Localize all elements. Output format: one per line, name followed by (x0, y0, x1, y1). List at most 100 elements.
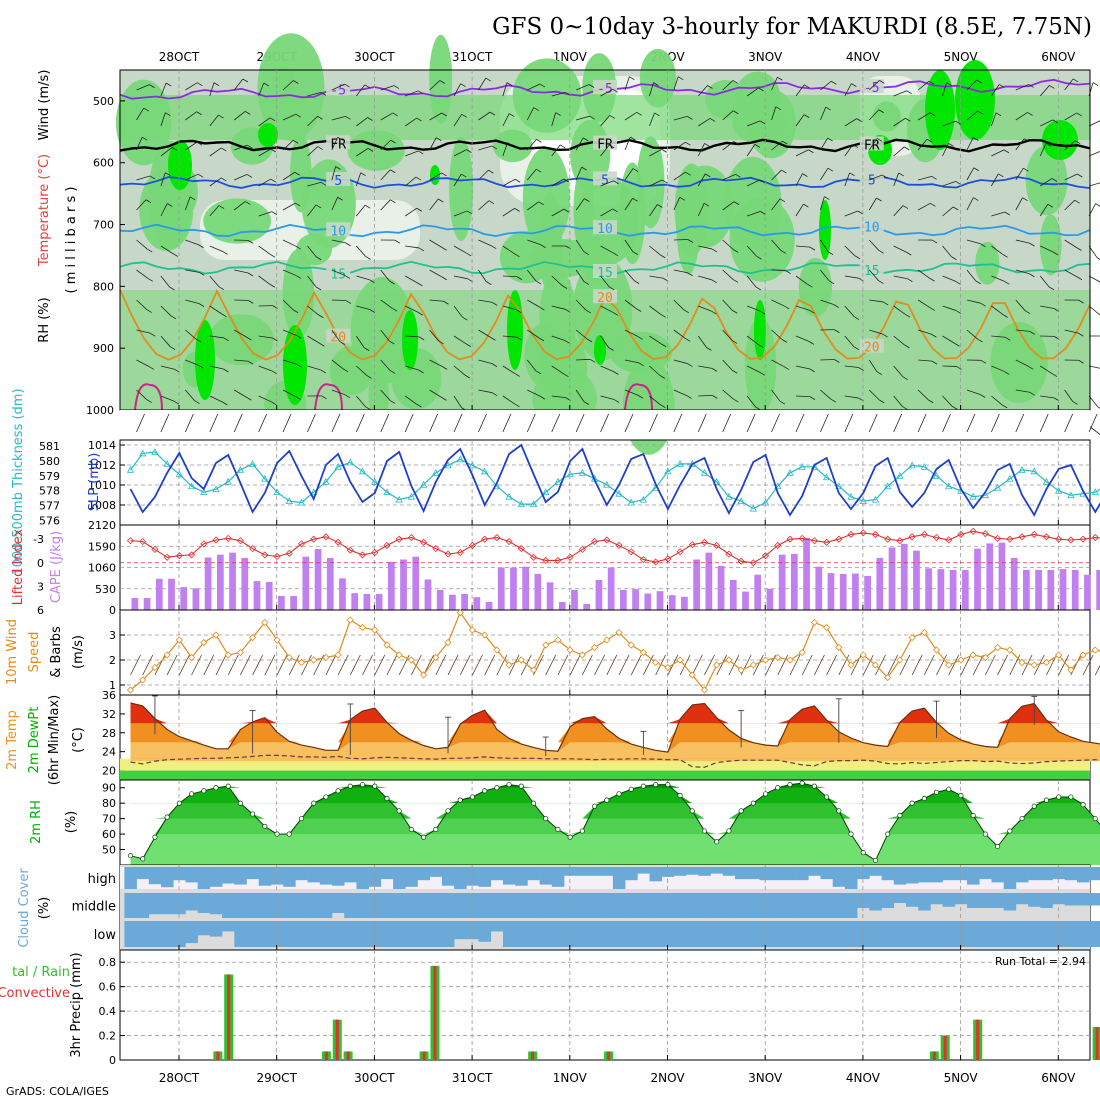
rh-moist-region (271, 66, 296, 99)
rh2m-tick-label: 80 (102, 797, 116, 810)
wind-barb-flag (1023, 167, 1029, 172)
cloud-low-bar (832, 921, 846, 947)
wind-barb (551, 91, 566, 97)
wind-barb-flag (148, 366, 155, 370)
wind-speed-point (297, 658, 306, 667)
cape-bar (925, 568, 933, 610)
cloud-low-bar (918, 921, 931, 947)
wind-barb (844, 118, 857, 127)
thickness-point (615, 489, 623, 497)
cloud-low-bar (441, 921, 455, 947)
thickness-point (859, 497, 867, 505)
cape-bar (705, 552, 713, 610)
wind-barb (355, 172, 362, 187)
wind-speed-point (676, 656, 684, 664)
cloud-middle-bar (612, 893, 626, 918)
cloud-low-bar (502, 921, 516, 947)
wind-barb (966, 137, 974, 151)
wind-barb-flag (613, 180, 619, 185)
cape-bar (1084, 574, 1091, 610)
cloud-middle-bar (698, 893, 711, 918)
thickness-point (871, 495, 880, 503)
wind-barb (136, 239, 148, 250)
wind-barb-flag (1003, 149, 1010, 154)
cloud-low-bar (857, 921, 870, 947)
cloud-middle-bar (918, 893, 931, 911)
wind-barb-flag (539, 395, 546, 400)
wind-barb (746, 305, 761, 312)
thickness-axis-label: 1000-500mb Thickness (dm) (11, 388, 26, 575)
wind-barb-flag (632, 251, 639, 255)
wind-barb-flag (516, 336, 523, 341)
wind-barb (478, 145, 492, 151)
wind-barb (771, 198, 781, 211)
wind-barb (527, 83, 541, 91)
wind-barb (576, 115, 590, 121)
wind-tick-label: 3 (109, 629, 116, 642)
wind-barb (405, 90, 419, 97)
wind-barb-flag (973, 197, 979, 201)
bottom-date-label: 2NOV (650, 1071, 685, 1085)
wind-barb-flag (660, 254, 666, 259)
wind-barb-flag (780, 250, 787, 254)
precip-convective-bar (335, 1019, 339, 1060)
wind-barb (746, 275, 757, 288)
rh2m-point (677, 792, 683, 799)
surface-wind-barb (1088, 413, 1098, 433)
wind-barb-flag (609, 144, 615, 149)
wind-barb-flag (198, 303, 205, 307)
cape-bar (204, 557, 212, 610)
wind-barb-flag (636, 111, 642, 116)
thickness-point (920, 463, 928, 470)
rh2m-point (335, 788, 341, 794)
wind-barb-flag (295, 334, 302, 339)
cloud-middle-bar (454, 893, 467, 918)
wind-speed-point (1042, 658, 1051, 667)
wind-speed-point (945, 661, 953, 669)
temp-tick-label: 32 (102, 708, 116, 721)
li-point (1055, 535, 1063, 543)
wind-barb (356, 275, 370, 281)
cloud-middle-bar (393, 893, 406, 918)
wind-barb (1040, 305, 1055, 309)
cloud-low-bar (612, 921, 626, 947)
isotherm-label-bg (859, 136, 884, 151)
slp-tick-label: 1008 (88, 499, 116, 512)
cape-bar (827, 573, 835, 610)
wind-barb (966, 167, 975, 181)
wind-barb-flag (637, 335, 643, 340)
cloud-low-bar (661, 921, 675, 947)
cloud-high-bar (295, 867, 308, 881)
wind-barb (746, 395, 757, 408)
wind-barb (844, 83, 852, 97)
rh2m-point (897, 812, 903, 819)
wind-barb (209, 177, 222, 187)
cape-tick-label: 1060 (88, 562, 116, 575)
rh2m-point (127, 853, 134, 859)
wind-barb-flag (586, 338, 593, 343)
precip-convective-bar (943, 1035, 947, 1060)
rh2m-point (860, 850, 866, 856)
li-point (652, 558, 660, 566)
wind-barb-flag (929, 112, 936, 117)
thickness-point (371, 477, 379, 485)
wind-barb (1033, 654, 1045, 676)
dewpoint-band (120, 758, 1090, 771)
wind-barb-flag (296, 363, 302, 368)
rh2m-point (213, 785, 219, 791)
thickness-point (126, 465, 135, 473)
cloud-low-bar (551, 921, 565, 947)
li-point (126, 537, 135, 545)
cloud-high-bar (1028, 867, 1041, 881)
thickness-point (529, 500, 538, 508)
cape-bar (485, 601, 493, 610)
wind-barb (166, 654, 178, 676)
wind-barb (1082, 654, 1094, 676)
wind-barb-flag (393, 85, 400, 89)
wind-barb-flag (852, 144, 859, 148)
cloud-middle-bar (808, 893, 821, 918)
run-total-label: Run Total = 2.94 (995, 955, 1086, 968)
wind-barb (966, 239, 981, 245)
cloud-high-bar (564, 867, 577, 876)
cloud-high-bar (368, 867, 382, 887)
